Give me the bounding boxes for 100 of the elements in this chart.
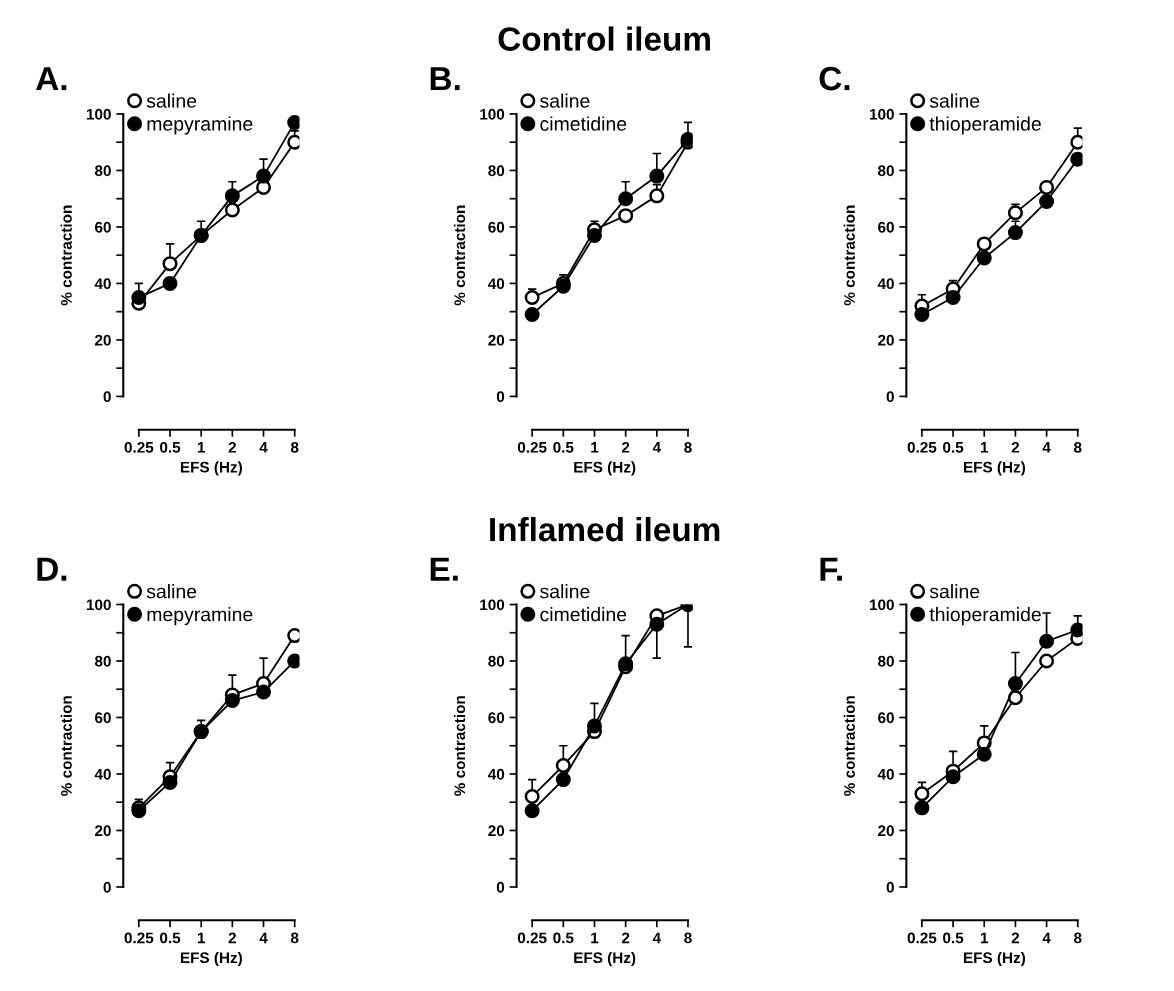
y-tick-label: 0	[886, 391, 894, 403]
x-tick-label: 0.5	[943, 441, 964, 453]
x-tick-label: 2	[1011, 441, 1020, 453]
x-tick-label: 1	[591, 442, 599, 453]
y-tick-label: 0	[886, 881, 894, 893]
y-tick-label: 100	[86, 599, 111, 611]
x-tick-label: 4	[259, 442, 268, 453]
x-tick-label: 8	[290, 441, 299, 453]
y-tick-label: 0	[103, 881, 111, 893]
legend-label: thioperamide	[929, 116, 1041, 135]
x-axis-title: EFS (Hz)	[574, 951, 636, 967]
legend-label: saline	[146, 584, 197, 599]
y-tick-label: 0	[103, 391, 111, 403]
y-tick-label: 20	[488, 334, 505, 346]
y-tick-label: 20	[95, 334, 111, 346]
y-tick-label: 80	[878, 165, 894, 177]
legend-label: saline	[929, 93, 980, 108]
y-tick-label: 60	[95, 712, 111, 724]
y-tick-label: 60	[95, 221, 111, 233]
y-tick-label: 60	[488, 712, 505, 724]
y-tick-label: 80	[94, 165, 111, 177]
x-tick-label: 8	[684, 441, 692, 453]
chart-title: F.	[820, 557, 842, 581]
x-tick-label: 4	[652, 442, 661, 453]
x-tick-label: 8	[1073, 441, 1082, 453]
x-tick-label: 4	[259, 932, 268, 944]
x-axis-title: EFS (Hz)	[180, 951, 242, 967]
y-tick-label: 40	[94, 278, 111, 290]
y-axis-title: % contraction	[60, 696, 72, 796]
y-axis-title: % contraction	[843, 696, 855, 796]
y-tick-label: 80	[878, 655, 894, 667]
x-tick-label: 0.25	[124, 932, 154, 944]
y-tick-label: 40	[94, 768, 111, 780]
x-tick-label: 1	[197, 442, 206, 453]
legend-label: cimetidine	[540, 116, 627, 131]
x-tick-label: 1	[197, 932, 206, 944]
y-tick-label: 60	[878, 221, 894, 233]
x-tick-label: 0.25	[124, 441, 154, 453]
x-tick-label: 2	[228, 441, 236, 453]
legend-label: saline	[540, 93, 590, 108]
legend-label: saline	[929, 584, 980, 599]
x-tick-label: 0.25	[907, 441, 937, 453]
chart-subtitle: Control ileum	[498, 26, 710, 51]
x-tick-label: 2	[621, 932, 630, 944]
x-tick-label: 1	[980, 932, 989, 944]
legend-label: cimetidine	[540, 607, 627, 622]
x-tick-label: 2	[1011, 932, 1020, 944]
chart-title: E.	[430, 557, 458, 581]
y-axis-title: % contraction	[843, 205, 855, 306]
y-axis-title: % contraction	[453, 696, 466, 796]
y-axis-title: % contraction	[453, 205, 466, 306]
x-tick-label: 2	[228, 932, 236, 944]
x-tick-label: 0.25	[517, 441, 547, 453]
x-axis-title: EFS (Hz)	[964, 951, 1026, 967]
x-tick-label: 8	[1073, 932, 1082, 944]
x-tick-label: 8	[290, 932, 299, 944]
x-tick-label: 0.5	[553, 441, 574, 453]
y-tick-label: 60	[878, 712, 894, 724]
x-axis-title: EFS (Hz)	[964, 461, 1026, 476]
y-tick-label: 100	[870, 599, 894, 611]
y-tick-label: 100	[480, 108, 505, 120]
y-tick-label: 20	[488, 825, 505, 837]
chart-title: B.	[430, 67, 460, 91]
y-tick-label: 40	[877, 768, 894, 780]
x-tick-label: 0.25	[907, 932, 937, 944]
x-tick-label: 1	[980, 442, 989, 453]
y-tick-label: 100	[870, 108, 894, 120]
legend-label: thioperamide	[929, 607, 1041, 626]
x-tick-label: 4	[652, 932, 661, 944]
x-tick-label: 0.5	[160, 441, 181, 453]
y-tick-label: 80	[488, 655, 505, 667]
legend-label: mepyramine	[147, 116, 253, 135]
x-tick-label: 4	[1042, 442, 1051, 453]
y-tick-label: 0	[496, 881, 505, 893]
y-tick-label: 20	[95, 825, 111, 837]
chart-subtitle: Inflamed ileum	[490, 516, 720, 542]
legend-label: saline	[146, 93, 197, 108]
chart-title: D.	[37, 557, 67, 581]
y-tick-label: 40	[487, 278, 505, 290]
x-tick-label: 0.5	[553, 932, 574, 944]
x-tick-label: 4	[1042, 932, 1051, 944]
x-tick-label: 1	[591, 932, 599, 944]
y-tick-label: 80	[488, 165, 505, 177]
y-tick-label: 100	[86, 108, 111, 120]
y-tick-label: 0	[496, 391, 505, 403]
y-tick-label: 40	[487, 768, 505, 780]
y-tick-label: 20	[878, 334, 894, 346]
x-tick-label: 0.25	[517, 932, 547, 944]
x-tick-label: 8	[684, 932, 692, 944]
x-axis-title: EFS (Hz)	[180, 461, 242, 476]
x-tick-label: 0.5	[160, 932, 181, 944]
legend-label: saline	[540, 584, 590, 599]
legend-label: mepyramine	[147, 607, 253, 626]
chart-title: C.	[819, 66, 850, 91]
y-tick-label: 40	[877, 278, 894, 290]
y-axis-title: % contraction	[60, 205, 72, 306]
chart-title: A.	[36, 67, 67, 91]
x-axis-title: EFS (Hz)	[574, 461, 636, 476]
y-tick-label: 20	[878, 825, 894, 837]
y-tick-label: 80	[94, 655, 111, 667]
